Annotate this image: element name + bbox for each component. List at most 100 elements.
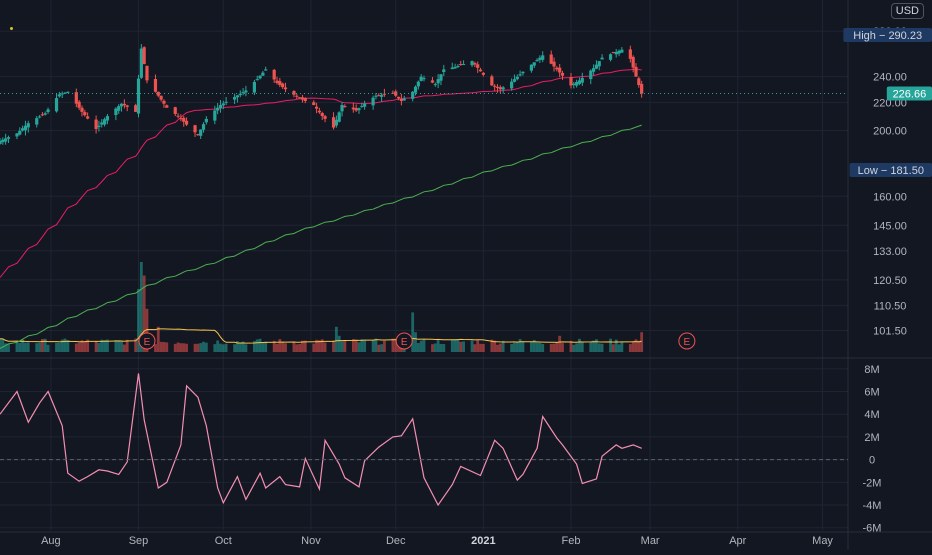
time-axis-tick-label: Dec — [386, 535, 406, 547]
candle — [335, 116, 338, 128]
candle-body — [374, 96, 377, 97]
candle — [66, 91, 69, 93]
price-axis-tick-label: 120.50 — [873, 275, 907, 287]
candle-body — [157, 92, 160, 96]
candle — [355, 104, 358, 112]
candle-body — [295, 96, 298, 97]
candle-body — [21, 128, 24, 130]
volume-bar — [473, 344, 476, 352]
volume-bar — [245, 344, 248, 352]
candle — [493, 84, 496, 91]
candle-body — [143, 47, 146, 64]
candle — [4, 134, 7, 145]
candle-body — [473, 63, 476, 64]
candle — [620, 47, 623, 53]
candle-body — [106, 116, 109, 120]
volume-bar — [177, 343, 180, 352]
volume-bar — [377, 345, 380, 352]
candle-body — [637, 78, 640, 85]
candle-body — [357, 108, 360, 110]
candle-body — [58, 94, 61, 96]
candle-body — [451, 68, 454, 69]
candle-body — [340, 105, 343, 111]
oscillator-axis-tick-label: 0 — [869, 455, 875, 467]
candle-body — [499, 87, 502, 89]
volume-bar — [440, 344, 443, 352]
candle — [258, 75, 261, 79]
candle-body — [27, 123, 30, 127]
moving-average-50-line — [0, 69, 642, 277]
candle-body — [519, 74, 522, 75]
candle — [380, 93, 383, 102]
candle-body — [538, 58, 541, 60]
candle-body — [78, 102, 81, 108]
candle — [145, 66, 148, 84]
candle-body — [552, 62, 555, 67]
candle — [41, 112, 44, 116]
candle-body — [256, 79, 259, 80]
volume-bar — [185, 344, 188, 352]
oscillator-axis-tick-label: 4M — [864, 409, 879, 421]
candle-body — [24, 126, 27, 131]
candle-body — [482, 73, 485, 75]
candle — [301, 95, 304, 103]
volume-bar — [239, 343, 242, 352]
volume-bar — [165, 342, 168, 352]
candle — [241, 88, 244, 95]
candle — [264, 67, 267, 71]
candle-body — [541, 55, 544, 59]
volume-bar — [95, 341, 98, 352]
candle — [55, 93, 58, 112]
candle — [499, 85, 502, 93]
candle-body — [569, 77, 572, 85]
currency-selector-button[interactable]: USD — [891, 3, 924, 19]
volume-bar — [629, 344, 632, 352]
candle — [205, 116, 208, 124]
earnings-marker: E — [396, 333, 412, 349]
candle — [143, 46, 146, 64]
candle-body — [258, 76, 261, 78]
candle — [578, 78, 581, 86]
candle-body — [360, 106, 363, 107]
candle-body — [479, 70, 482, 72]
volume-bar — [338, 336, 341, 352]
volume-bar — [114, 340, 117, 352]
volume-bar — [154, 344, 157, 352]
volume-bar — [180, 343, 183, 352]
candle-body — [620, 50, 623, 53]
candle — [196, 134, 199, 136]
candle — [431, 77, 434, 83]
candle — [558, 64, 561, 77]
volume-bar — [414, 332, 417, 352]
candle-body — [343, 106, 346, 107]
candle — [137, 75, 140, 118]
volume-bar — [598, 343, 601, 352]
candle-body — [615, 52, 618, 54]
volume-bar — [609, 339, 612, 352]
volume-bar — [213, 344, 216, 352]
volume-bar — [618, 344, 621, 352]
volume-bars — [0, 262, 643, 352]
volume-bar — [420, 341, 423, 352]
candle — [44, 112, 47, 116]
candle — [35, 116, 38, 128]
candle — [521, 71, 524, 75]
candle-body — [83, 112, 86, 115]
candle — [479, 68, 482, 72]
candle-body — [422, 78, 425, 79]
price-axis-tick-label: 145.00 — [873, 220, 907, 232]
candle — [550, 50, 553, 64]
volume-bar — [519, 339, 522, 352]
volume-bar — [482, 344, 485, 352]
earnings-marker-label: E — [684, 337, 691, 348]
candle-body — [470, 61, 473, 65]
candle-body — [41, 114, 44, 115]
candle — [157, 92, 160, 98]
candle — [63, 92, 66, 94]
candle-body — [7, 137, 10, 139]
candle-body — [634, 67, 637, 77]
candle — [312, 100, 315, 105]
volume-bar — [276, 344, 279, 352]
